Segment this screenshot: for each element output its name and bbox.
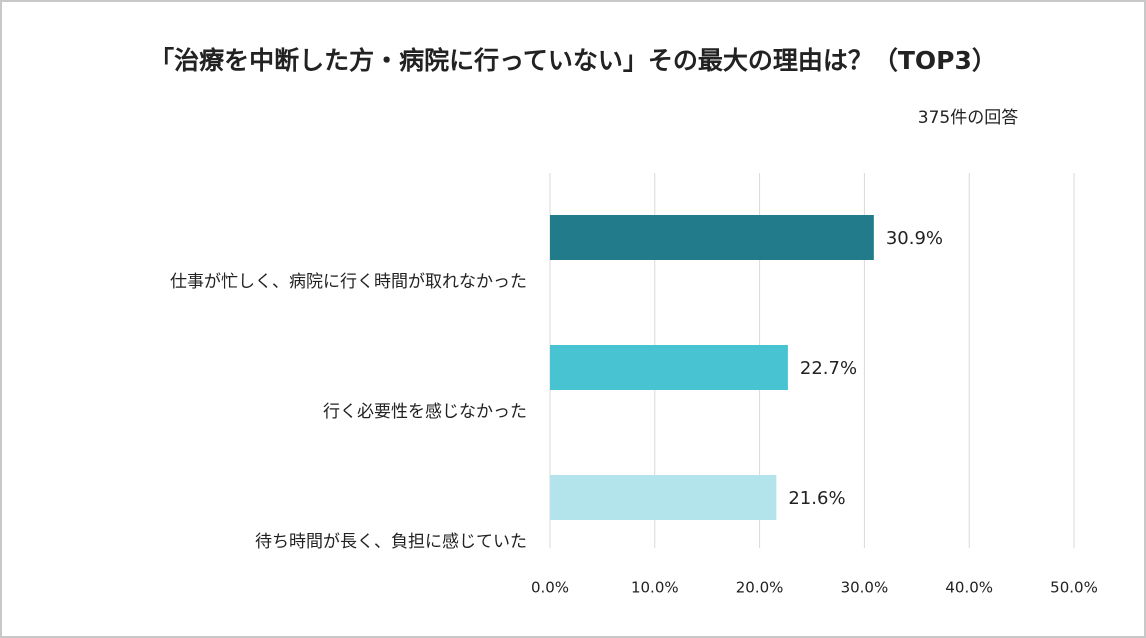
value-label: 22.7%: [800, 358, 857, 379]
x-tick-label: 0.0%: [531, 579, 569, 597]
x-tick-label: 20.0%: [736, 579, 784, 597]
y-tick-label: 仕事が忙しく、病院に行く時間が取れなかった: [170, 272, 527, 292]
chart-title: 「治療を中断した方・病院に行っていない」その最大の理由は？（TOP3）: [149, 46, 997, 75]
x-tick-label: 30.0%: [841, 579, 889, 597]
y-tick-label: 待ち時間が長く、負担に感じていた: [255, 532, 527, 552]
x-tick-label: 10.0%: [631, 579, 679, 597]
value-label: 21.6%: [788, 488, 845, 509]
x-tick-label: 50.0%: [1050, 579, 1098, 597]
bar: [550, 475, 777, 520]
y-tick-label: 行く必要性を感じなかった: [323, 402, 527, 422]
value-label: 30.9%: [886, 228, 943, 249]
bar: [550, 345, 788, 390]
chart-subtitle: 375件の回答: [918, 108, 1018, 128]
bar: [550, 215, 874, 260]
x-tick-label: 40.0%: [945, 579, 993, 597]
